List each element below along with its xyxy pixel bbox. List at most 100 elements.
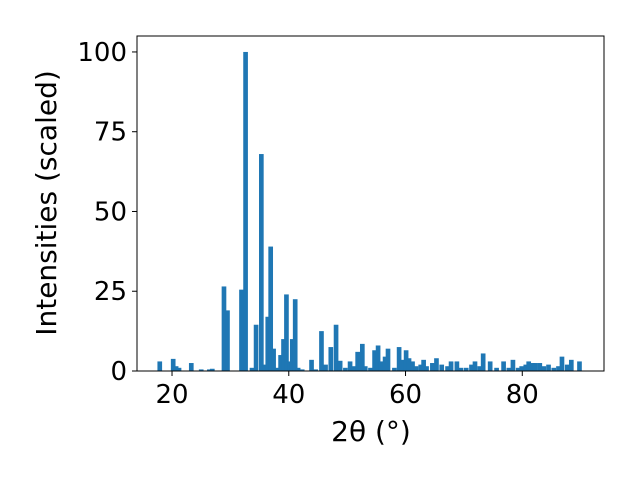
bar [375, 345, 381, 371]
bar [265, 316, 271, 371]
bar [157, 361, 163, 371]
bar [333, 324, 339, 371]
bar [410, 361, 415, 371]
bar [368, 367, 373, 371]
bar [170, 358, 176, 371]
bar [262, 364, 268, 371]
bar [399, 359, 405, 371]
bar [362, 366, 368, 371]
bar [275, 367, 281, 371]
bar [577, 361, 582, 371]
bar [526, 361, 532, 371]
bar [292, 299, 298, 371]
bar [430, 363, 435, 371]
x-axis-label: 2θ (°) [331, 415, 411, 448]
bars-group [157, 51, 582, 371]
bar [347, 361, 353, 371]
bar [403, 350, 409, 371]
bar [556, 366, 561, 371]
bar [239, 289, 244, 371]
bar [249, 367, 255, 371]
bar [309, 359, 314, 371]
bar [439, 364, 445, 371]
bar [188, 363, 194, 371]
bar [351, 366, 357, 371]
bar [271, 348, 276, 371]
bar [359, 343, 365, 371]
bar [259, 154, 264, 371]
y-tick-label: 0 [110, 357, 127, 387]
y-tick-label: 50 [94, 197, 127, 227]
bar [343, 367, 348, 371]
bar [523, 364, 529, 371]
bar [458, 367, 464, 371]
bar [418, 364, 424, 371]
bar [421, 359, 426, 371]
bar [510, 359, 516, 371]
bar [541, 366, 547, 371]
bar [323, 364, 328, 371]
bar [424, 366, 429, 371]
y-tick-label: 25 [94, 277, 127, 307]
x-tick-label: 80 [506, 380, 539, 410]
bar [494, 367, 499, 371]
bar [413, 366, 419, 371]
bar [328, 347, 334, 371]
bar [284, 294, 289, 371]
bar [532, 363, 538, 371]
y-tick-label: 100 [77, 38, 127, 68]
bar [198, 369, 204, 371]
bar [396, 347, 402, 371]
x-tick-label: 60 [389, 380, 422, 410]
bar [434, 358, 439, 371]
bar [209, 368, 215, 371]
bar [392, 367, 397, 371]
bar [564, 364, 570, 371]
bar [519, 366, 525, 371]
y-tick-label: 75 [94, 118, 127, 148]
bar [337, 360, 343, 371]
bar [448, 361, 454, 371]
bar [299, 369, 305, 371]
bar [243, 51, 248, 371]
bar [463, 367, 469, 371]
x-axis: 20 40 60 80 [155, 371, 539, 410]
bar [551, 367, 557, 371]
bar [472, 361, 478, 371]
bar [454, 361, 460, 371]
bar [445, 366, 450, 371]
bar [559, 356, 565, 371]
bar [480, 353, 486, 371]
bar [506, 367, 512, 371]
plot-frame [136, 35, 605, 372]
bar [207, 369, 212, 371]
x-tick-label: 20 [155, 380, 188, 410]
bar [487, 361, 493, 371]
bar [225, 310, 230, 371]
bar [355, 351, 360, 371]
bar [406, 358, 412, 371]
bar [515, 367, 521, 371]
bar [546, 364, 551, 371]
bar [378, 361, 384, 371]
bar [568, 359, 574, 371]
bar [372, 350, 377, 371]
bar [382, 356, 388, 371]
bar [253, 324, 259, 371]
bar [477, 366, 482, 371]
bar [176, 367, 182, 371]
bar [319, 331, 324, 371]
bar [287, 361, 292, 371]
bar [281, 339, 286, 371]
y-axis-label: Intensities (scaled) [30, 70, 63, 336]
bar [278, 355, 283, 371]
bar [537, 363, 543, 371]
bar [268, 246, 274, 371]
bar [313, 369, 318, 371]
bar [385, 348, 391, 371]
y-axis: 0 25 50 75 100 [77, 38, 137, 387]
bar [289, 339, 295, 371]
bar [173, 366, 179, 371]
bar [501, 361, 506, 371]
